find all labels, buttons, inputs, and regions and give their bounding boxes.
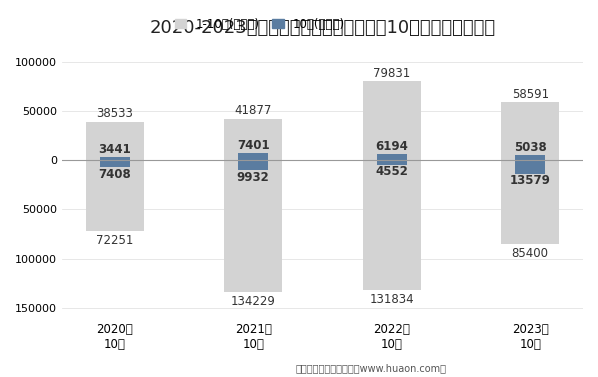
Text: 7408: 7408 [98,168,131,181]
Text: 7401: 7401 [237,139,270,152]
Bar [224,160,282,293]
Bar [86,122,144,160]
Legend: 1-10月(万美元), 10月(万美元): 1-10月(万美元), 10月(万美元) [175,17,345,31]
Text: 131834: 131834 [370,293,414,305]
Text: 3441: 3441 [98,143,131,156]
Title: 2020-2023年兰州市商品收发货人所在地10月进、出口额统计: 2020-2023年兰州市商品收发货人所在地10月进、出口额统计 [150,19,496,37]
Text: 5038: 5038 [514,141,547,155]
Bar [238,153,269,170]
Bar [99,157,130,167]
Text: 72251: 72251 [96,234,133,247]
Bar [224,119,282,160]
Bar [515,155,545,173]
Text: 4552: 4552 [376,166,408,178]
Text: 85400: 85400 [512,247,549,260]
Bar [362,81,421,160]
Text: 134229: 134229 [231,295,276,308]
Text: 79831: 79831 [373,67,410,80]
Text: 9932: 9932 [237,171,270,184]
Bar [377,154,407,165]
Text: 6194: 6194 [376,140,408,153]
Bar [362,160,421,290]
Bar [86,160,144,231]
Bar [501,160,559,244]
Text: 38533: 38533 [96,107,133,120]
Bar [501,103,559,160]
Text: 41877: 41877 [234,104,272,117]
Text: 制图：华经产业研究院（www.huaon.com）: 制图：华经产业研究院（www.huaon.com） [295,363,446,373]
Text: 13579: 13579 [509,174,551,187]
Text: 58591: 58591 [512,87,549,101]
